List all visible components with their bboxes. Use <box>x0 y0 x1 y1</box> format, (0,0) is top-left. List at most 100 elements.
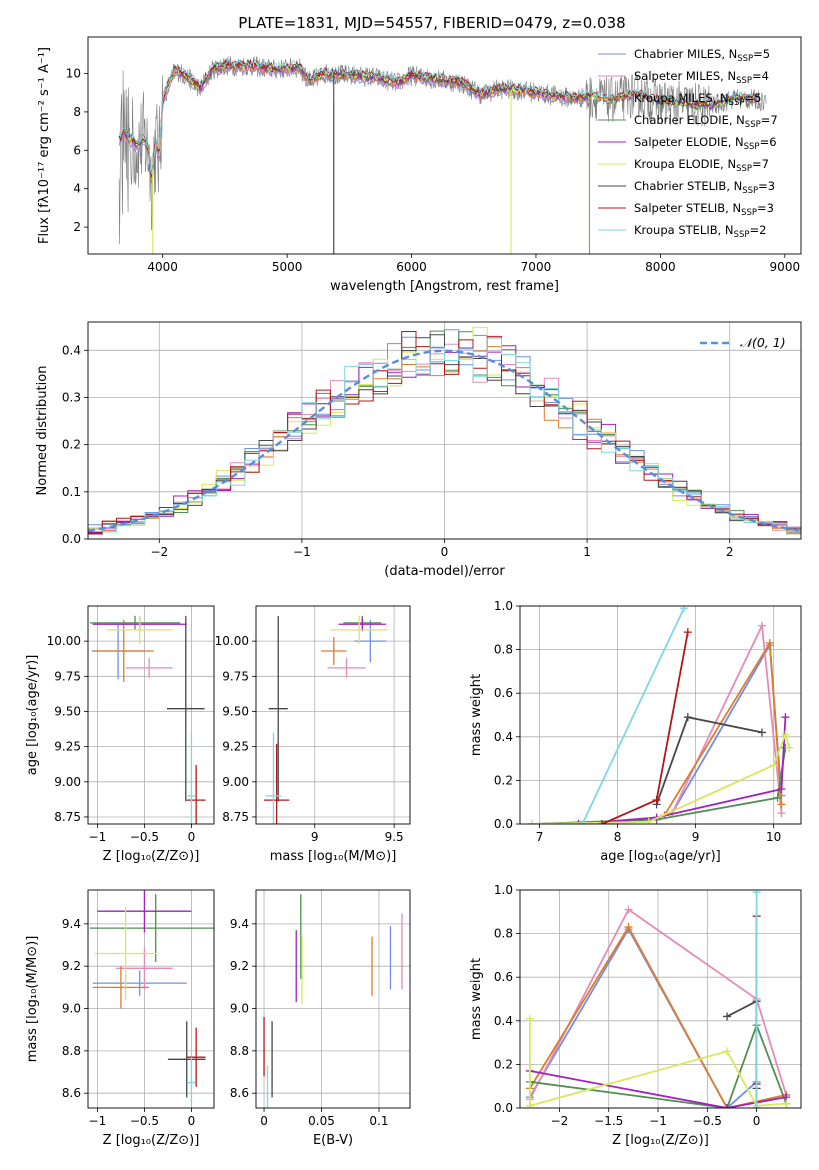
weight-point-kroupa-stelib <box>679 606 688 613</box>
x-tick-label: −2 <box>551 1114 569 1128</box>
legend-sub: SSP <box>734 230 750 240</box>
x-tick-label: 9.5 <box>385 830 404 844</box>
y-tick-label: 8.6 <box>230 1086 249 1100</box>
legend-entry: Salpeter ELODIE, NSSP=6 <box>634 135 777 152</box>
x-tick-label: −1 <box>89 1114 107 1128</box>
weight-point-salpeter-miles <box>777 809 786 818</box>
y-tick-label: 10 <box>66 66 81 80</box>
weight-point-kroupa-elodie <box>644 817 653 824</box>
y-tick-label: 0.0 <box>62 532 81 546</box>
weight-point-chabrier-stelib <box>723 1012 732 1021</box>
y-tick-label: 0.3 <box>62 390 81 404</box>
axes-weight_vs_age: 7 8 9 10 0.0 0.2 0.4 0.6 0.8 1.0 age [log₁₀(age/yr… <box>469 599 802 864</box>
x-axis-label: Z [log₁₀(Z/Z⊙)] <box>103 1133 200 1148</box>
weight-point-chabrier-stelib <box>757 728 766 737</box>
legend-entry: 𝒩(0, 1) <box>740 335 786 350</box>
weight-line-chabrier-miles <box>671 642 783 814</box>
legend-eq: =7 <box>752 157 769 171</box>
legend-sub: SSP <box>744 142 760 152</box>
y-tick-label: 0.0 <box>494 817 513 831</box>
y-axis-label: mass weight <box>469 674 484 756</box>
y-tick-label: 9.50 <box>54 704 81 718</box>
weight-line-salpeter-elodie <box>529 1070 787 1108</box>
legend-entry: Kroupa ELODIE, NSSP=7 <box>634 157 769 174</box>
y-tick-label: 0.4 <box>494 730 513 744</box>
x-tick-label: 2 <box>726 545 734 559</box>
plot-area-age_vs_mass <box>263 615 388 824</box>
weight-point-kroupa-stelib <box>578 820 587 824</box>
plot-area-spectrum <box>118 56 767 254</box>
legend-label: Salpeter MILES, N <box>634 69 736 83</box>
weight-point-kroupa-stelib <box>752 1104 761 1108</box>
y-tick-label: 0.4 <box>494 1014 513 1028</box>
legend-label: Salpeter STELIB, N <box>634 201 741 215</box>
x-axis-label: wavelength [Angstrom, rest frame] <box>330 279 559 294</box>
weight-point-salpeter-stelib <box>597 820 606 824</box>
x-tick-label: 7 <box>536 830 544 844</box>
weight-line-chabrier-elodie <box>529 1022 788 1108</box>
plot-area-residuals <box>88 326 801 535</box>
y-axis-label: mass weight <box>469 958 484 1040</box>
plots-layer: 4000 5000 6000 7000 8000 9000246810wavelength… <box>25 36 802 1148</box>
y-tick-label: 1.0 <box>494 599 513 613</box>
y-axis-label: age [log₁₀(age/yr)] <box>25 655 40 776</box>
y-tick-label: 1.0 <box>494 883 513 897</box>
y-tick-label: 8.75 <box>54 810 81 824</box>
y-tick-label: 9.25 <box>222 740 249 754</box>
legend-entry: Chabrier ELODIE, NSSP=7 <box>634 113 778 130</box>
legend-sub: SSP <box>737 54 753 64</box>
x-tick-label: 4000 <box>147 260 178 274</box>
x-tick-label: 1 <box>583 545 591 559</box>
residual-legend: 𝒩(0, 1) <box>700 335 786 350</box>
legend-label: Salpeter ELODIE, N <box>634 135 744 149</box>
y-axis-label: Flux [fλ10⁻¹⁷ erg cm⁻² s⁻¹ A⁻¹] <box>37 47 52 244</box>
legend-entry: Chabrier STELIB, NSSP=3 <box>634 179 775 196</box>
axes-age_vs_mass: 9 9.5 8.75 9.00 9.25 9.50 9.75 10.00 mass [log₁₀… <box>215 605 411 864</box>
x-axis-label: age [log₁₀(age/yr)] <box>600 849 721 864</box>
axes-spectrum: 4000 5000 6000 7000 8000 9000 2 4 6 8 10 wavelength… <box>37 36 802 294</box>
x-tick-label: −1 <box>293 545 311 559</box>
y-tick-label: 0.0 <box>494 1101 513 1115</box>
weight-point-kroupa-elodie <box>781 730 790 739</box>
x-tick-label: 0.05 <box>308 1114 335 1128</box>
gauss-curve <box>88 349 801 532</box>
legend-eq: =3 <box>758 179 775 193</box>
legend-sub: SSP <box>736 164 752 174</box>
x-tick-label: 0 <box>441 545 449 559</box>
y-tick-label: 8 <box>73 105 81 119</box>
weight-point-chabrier-elodie <box>773 793 782 802</box>
x-axis-label: Z [log₁₀(Z/Z⊙)] <box>103 849 200 864</box>
axes-frame <box>519 605 802 825</box>
legend-sub: SSP <box>736 76 752 86</box>
y-tick-label: 2 <box>73 220 81 234</box>
x-tick-label: 5000 <box>272 260 303 274</box>
x-tick-label: 9 <box>311 830 319 844</box>
axes-frame <box>87 889 215 1109</box>
weight-point-kroupa-elodie <box>782 1099 791 1108</box>
x-axis-label: (data-model)/error <box>384 564 505 579</box>
legend-entry: Salpeter STELIB, NSSP=3 <box>634 201 774 218</box>
x-tick-label: −1 <box>649 1114 667 1128</box>
weight-point-kroupa-elodie <box>723 1047 732 1056</box>
weight-point-salpeter-stelib <box>652 796 661 805</box>
y-tick-label: 0.6 <box>494 686 513 700</box>
legend-eq: =7 <box>761 113 778 127</box>
y-tick-label: 8.8 <box>62 1044 81 1058</box>
y-tick-label: 0.6 <box>494 970 513 984</box>
legend-sub: SSP <box>729 98 745 108</box>
x-tick-label: 0 <box>753 1114 761 1128</box>
x-tick-label: 0 <box>188 830 196 844</box>
y-tick-label: 0.8 <box>494 927 513 941</box>
weight-point-kroupa-elodie <box>527 820 536 824</box>
x-tick-label: 6000 <box>396 260 427 274</box>
legend-entry: Kroupa STELIB, NSSP=2 <box>634 223 766 240</box>
x-tick-label: −1.5 <box>594 1114 623 1128</box>
axes-residuals: −2 −1 0 1 2 0.0 0.1 0.2 0.3 0.4 (data-model)/error… <box>35 321 802 579</box>
weight-point-kroupa-elodie <box>785 743 794 752</box>
legend-eq: =6 <box>760 135 777 149</box>
plot-area-mass_vs_ebv <box>263 894 403 1108</box>
weight-point-salpeter-elodie <box>777 785 786 794</box>
y-tick-label: 0.2 <box>494 773 513 787</box>
x-tick-label: 0.1 <box>369 1114 388 1128</box>
plot-area-mass_vs_Z <box>89 890 214 1108</box>
